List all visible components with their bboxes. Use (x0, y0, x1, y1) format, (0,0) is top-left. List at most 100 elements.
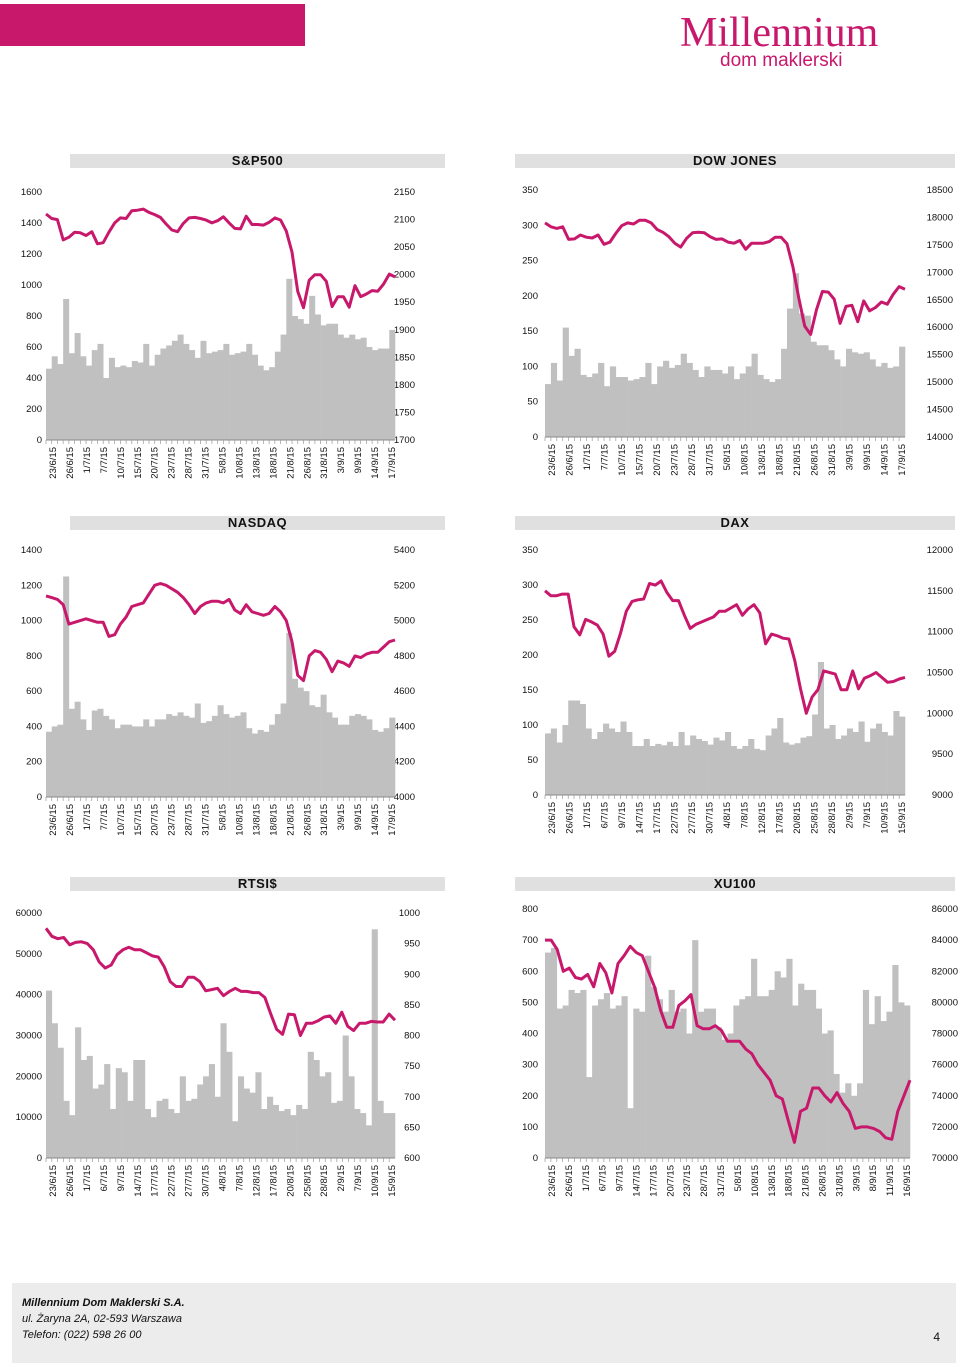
x-tick-label: 28/7/15 (184, 447, 195, 479)
left-tick-label: 100 (522, 361, 538, 372)
volume-bar (621, 996, 628, 1158)
volume-bar (668, 989, 675, 1158)
x-tick-label: 11/9/15 (885, 1165, 896, 1196)
volume-bar (574, 348, 581, 437)
x-tick-label: 3/9/15 (851, 1165, 862, 1191)
volume-bar (739, 373, 746, 437)
x-tick-label: 7/9/15 (862, 802, 873, 828)
volume-bar (91, 350, 98, 440)
volume-bar (286, 278, 293, 440)
volume-bar (86, 1055, 93, 1158)
x-tick-label: 4/8/15 (722, 802, 733, 828)
volume-bar (650, 986, 658, 1158)
volume-bar (92, 1088, 99, 1158)
right-tick-label: 12000 (927, 545, 953, 556)
volume-bar (206, 721, 213, 797)
x-tick-label: 20/7/15 (150, 804, 161, 836)
x-tick-label: 26/6/15 (564, 1165, 575, 1197)
right-tick-label: 4000 (394, 792, 415, 803)
volume-bar (280, 334, 287, 440)
right-tick-label: 1750 (394, 407, 415, 418)
volume-bar (684, 745, 691, 795)
x-tick-label: 25/8/15 (810, 802, 821, 834)
volume-bar (68, 353, 75, 440)
volume-bar (297, 687, 304, 797)
x-tick-label: 20/8/15 (285, 1165, 296, 1197)
volume-bar (200, 722, 207, 797)
right-tick-label: 950 (404, 939, 420, 950)
right-tick-label: 9500 (932, 749, 953, 760)
volume-bar (643, 739, 650, 795)
volume-bar (686, 1033, 693, 1158)
volume-bar (348, 1076, 355, 1158)
volume-bar (313, 1060, 320, 1158)
volume-bar (904, 1005, 911, 1158)
volume-bar (98, 1084, 105, 1158)
left-tick-label: 10000 (16, 1112, 42, 1123)
volume-bar (332, 323, 339, 440)
left-tick-label: 0 (37, 792, 42, 803)
x-tick-label: 20/7/15 (150, 447, 161, 479)
x-tick-label: 26/6/15 (65, 447, 76, 479)
volume-bar (874, 996, 881, 1158)
x-tick-label: 18/8/15 (268, 804, 279, 836)
right-tick-label: 4800 (394, 651, 415, 662)
volume-bar (246, 343, 253, 440)
chart-title-band (515, 516, 955, 530)
volume-bar (823, 728, 830, 795)
volume-bar (166, 345, 173, 440)
left-tick-label: 1200 (21, 580, 42, 591)
volume-bar (120, 365, 127, 440)
volume-bar (730, 746, 737, 795)
volume-bar (249, 1092, 256, 1158)
right-tick-label: 15500 (927, 350, 953, 361)
volume-bar (840, 366, 847, 437)
x-tick-label: 3/9/15 (336, 447, 347, 473)
volume-bar (857, 1083, 864, 1158)
x-tick-label: 5/8/15 (722, 444, 733, 470)
volume-bar (550, 728, 557, 795)
right-tick-label: 82000 (932, 966, 958, 977)
volume-bar (366, 347, 373, 440)
volume-bar (177, 712, 184, 797)
x-tick-label: 7/7/15 (600, 444, 611, 470)
x-tick-label: 10/8/15 (740, 444, 751, 476)
volume-bar (150, 1117, 157, 1158)
volume-bar (74, 701, 81, 797)
volume-bar (103, 378, 110, 440)
x-tick-label: 1/7/15 (582, 444, 593, 470)
volume-bar (46, 731, 53, 797)
x-tick-label: 14/7/15 (635, 802, 646, 834)
x-tick-label: 23/6/15 (48, 804, 59, 836)
left-tick-label: 1000 (21, 616, 42, 627)
volume-bar (203, 1076, 210, 1158)
x-tick-label: 10/8/15 (234, 447, 245, 479)
volume-bar (585, 728, 592, 795)
volume-bar (839, 1092, 846, 1158)
volume-bar (377, 1100, 384, 1158)
x-tick-label: 23/6/15 (547, 1165, 558, 1197)
logo-name: Millennium (680, 10, 879, 56)
volume-bar (251, 733, 258, 797)
price-line (45, 582, 396, 683)
volume-bar (269, 724, 276, 797)
volume-bar (899, 346, 906, 437)
x-tick-label: 28/7/15 (699, 1165, 710, 1197)
volume-bar (115, 1068, 122, 1158)
volume-bar (326, 323, 333, 440)
volume-bar (69, 1115, 76, 1159)
x-tick-label: 16/9/15 (902, 1165, 913, 1197)
chart-title-band (70, 516, 445, 530)
x-tick-label: 2/9/15 (336, 1165, 347, 1191)
x-tick-label: 17/9/15 (897, 444, 908, 476)
volume-bar (858, 721, 865, 795)
volume-bar (633, 379, 640, 437)
volume-bar (319, 1076, 326, 1158)
volume-bar (742, 746, 749, 795)
volume-bar (226, 1051, 233, 1158)
volume-bar (632, 746, 639, 795)
volume-bar (342, 1035, 349, 1158)
volume-bar (337, 724, 344, 797)
x-tick-label: 7/7/15 (99, 447, 110, 473)
brand-accent-bar (0, 4, 305, 46)
